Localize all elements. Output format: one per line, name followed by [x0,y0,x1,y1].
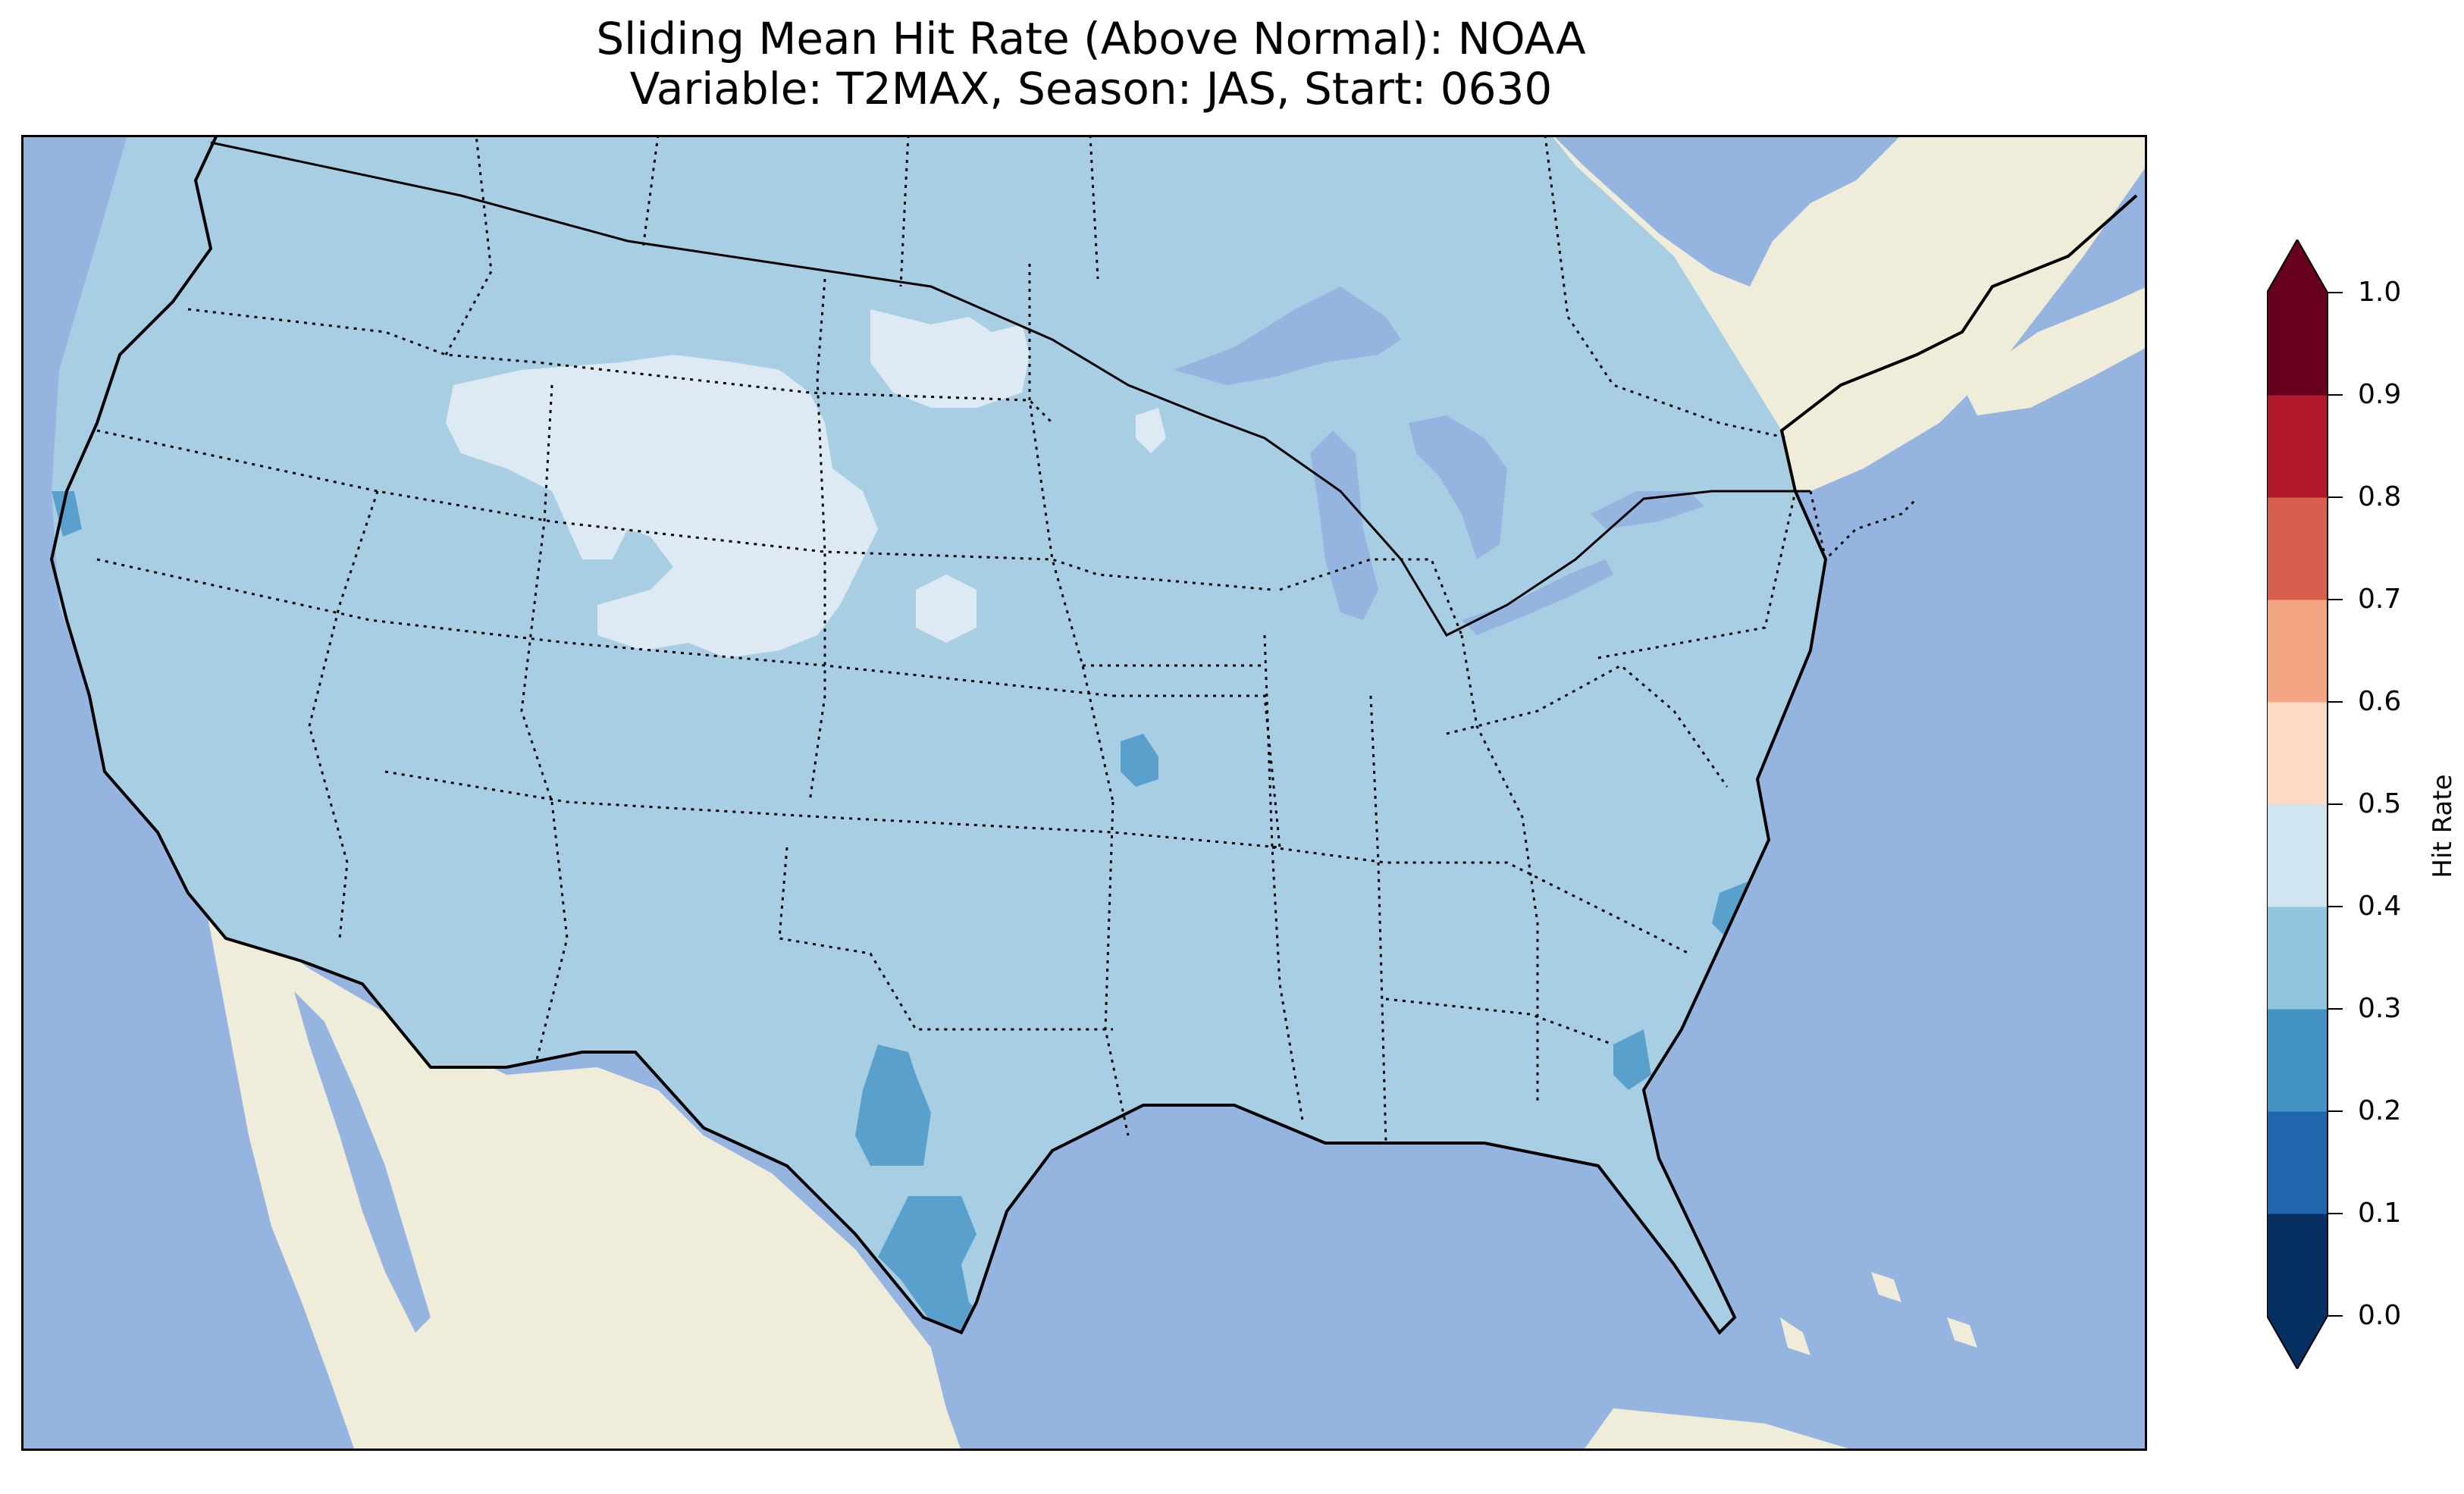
colorbar-tick-label: 0.3 [2358,993,2402,1024]
maritimes-landmass [1962,287,2147,415]
patch-nebraska [916,575,977,643]
gulf-of-california [294,991,431,1333]
patch-missouri [1121,734,1158,787]
cuba-landmass [1583,1408,1856,1451]
lake-huron [1409,415,1507,559]
lake-erie [1462,559,1613,635]
colorbar-tick-label: 0.7 [2358,584,2402,615]
colorbar-tick-label: 0.5 [2358,788,2402,819]
patch-west-texas [855,1045,931,1166]
patch-northern-rockies [446,355,878,658]
colorbar-tick-label: 0.8 [2358,481,2402,512]
colorbar-over-arrow [2267,240,2328,293]
colorbar-tick-label: 0.9 [2358,379,2402,410]
colorbar-segment [2267,1214,2328,1317]
colorbar-tick-label: 0.0 [2358,1300,2402,1331]
patch-north-dakota [870,309,1030,408]
title-line-2: Variable: T2MAX, Season: JAS, Start: 063… [629,63,1553,114]
lake-michigan [1310,431,1378,620]
colorbar-segment [2267,293,2328,396]
patch-georgia-coast [1613,1029,1651,1090]
colorbar-tick-label: 0.2 [2358,1095,2402,1126]
colorbar-segment [2267,702,2328,805]
map-title: Sliding Mean Hit Rate (Above Normal): NO… [21,14,2161,114]
colorbar-ticks [2328,292,2343,1317]
colorbar-segment [2267,804,2328,907]
colorbar [2267,240,2343,1369]
colorbar-segment [2267,1009,2328,1112]
colorbar-under-arrow [2267,1316,2328,1369]
baja-peninsula [271,969,434,1416]
colorbar-segment [2267,600,2328,703]
colorbar-title: Hit Rate [2428,774,2458,879]
colorbar-tick-label: 1.0 [2358,277,2402,308]
state-borders [96,135,1918,1144]
patch-upper-midwest [1136,408,1166,453]
us-canada-border [210,141,1810,637]
colorbar-segment [2267,395,2328,498]
bahamas-islands [1780,1272,1977,1355]
colorbar-segment [2267,497,2328,600]
map-border [21,135,2147,1451]
patch-southeast-texas [878,1196,984,1333]
title-line-1: Sliding Mean Hit Rate (Above Normal): NO… [596,13,1586,64]
colorbar-segment [2267,907,2328,1010]
colorbar-tick-label: 0.1 [2358,1198,2402,1229]
patch-california-coast [52,491,82,537]
lake-superior [1174,287,1401,385]
colorbar-tick-label: 0.6 [2358,686,2402,717]
colorbar-segments [2267,293,2328,1317]
colorbar-segment [2267,1111,2328,1214]
coastline [49,135,2138,1336]
map-panel [21,135,2147,1451]
colorbar-tick-label: 0.4 [2358,891,2402,922]
